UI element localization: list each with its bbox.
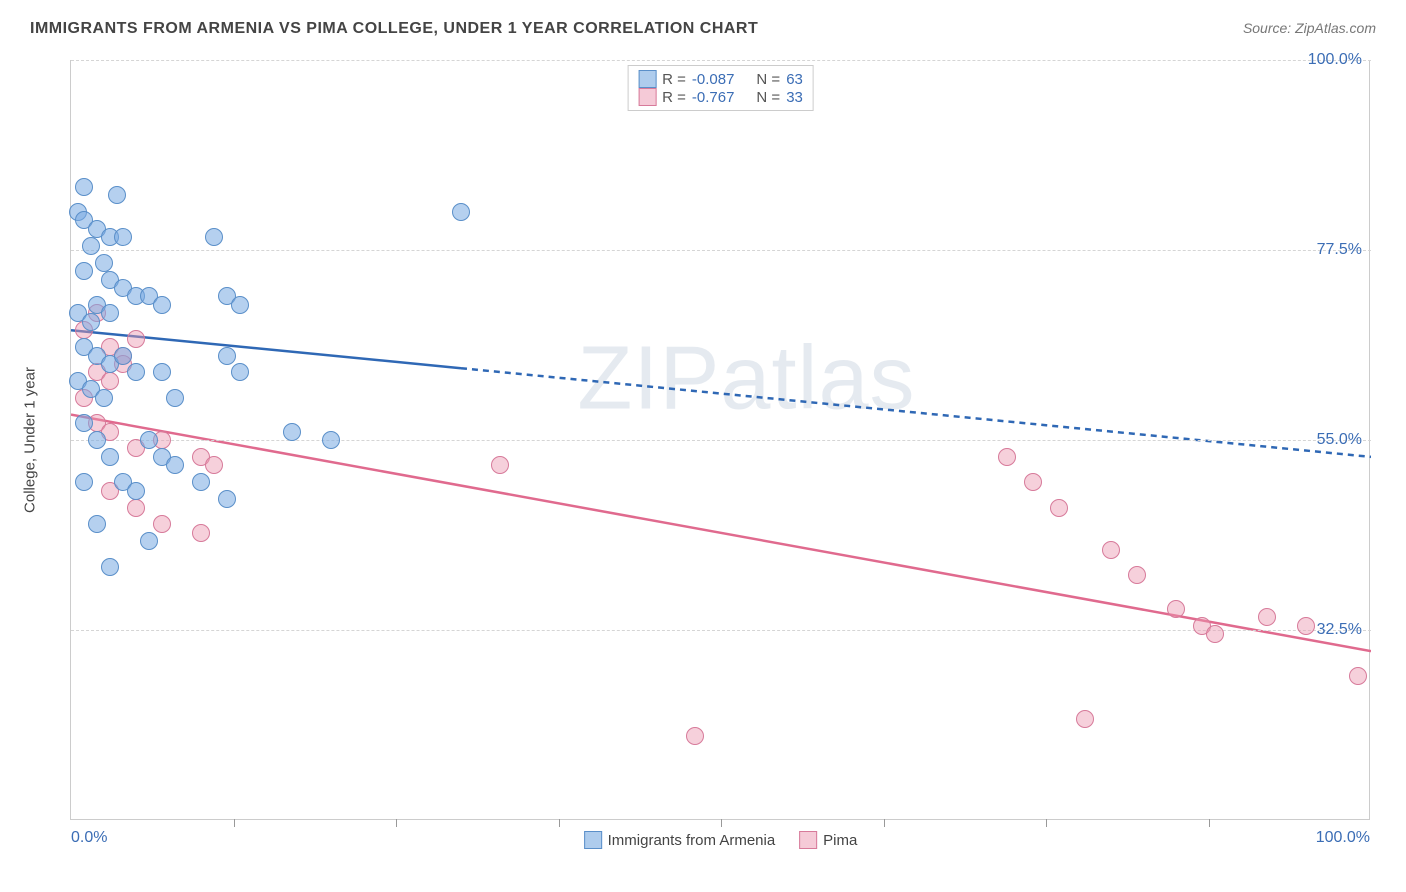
watermark: ZIPatlas — [577, 327, 915, 430]
x-tick — [396, 819, 397, 827]
legend-stats: R = -0.087 N = 63 R = -0.767 N = 33 — [627, 65, 814, 111]
scatter-point-pink — [1076, 710, 1094, 728]
x-axis-min-label: 0.0% — [71, 829, 107, 847]
scatter-point-blue — [452, 203, 470, 221]
scatter-point-pink — [101, 372, 119, 390]
legend-swatch-pink — [638, 88, 656, 106]
scatter-point-blue — [205, 228, 223, 246]
scatter-point-blue — [231, 363, 249, 381]
scatter-point-pink — [491, 456, 509, 474]
x-tick — [1209, 819, 1210, 827]
legend-swatch-blue — [584, 831, 602, 849]
x-tick — [234, 819, 235, 827]
gridline-h — [71, 630, 1371, 631]
scatter-point-blue — [166, 389, 184, 407]
scatter-point-blue — [88, 431, 106, 449]
scatter-point-pink — [1102, 541, 1120, 559]
source-name: ZipAtlas.com — [1295, 20, 1376, 36]
scatter-point-blue — [127, 363, 145, 381]
scatter-point-blue — [153, 296, 171, 314]
scatter-point-blue — [101, 304, 119, 322]
x-tick — [1046, 819, 1047, 827]
scatter-point-blue — [114, 228, 132, 246]
scatter-point-pink — [1024, 473, 1042, 491]
scatter-point-blue — [283, 423, 301, 441]
scatter-point-blue — [114, 347, 132, 365]
scatter-point-pink — [1050, 499, 1068, 517]
gridline-h — [71, 60, 1371, 61]
scatter-point-blue — [231, 296, 249, 314]
gridline-h — [71, 250, 1371, 251]
scatter-point-blue — [166, 456, 184, 474]
y-axis-title: College, Under 1 year — [22, 367, 39, 513]
y-tick-label: 55.0% — [1317, 431, 1362, 449]
legend-stats-row-blue: R = -0.087 N = 63 — [638, 70, 803, 88]
scatter-point-pink — [686, 727, 704, 745]
n-value-pink: 33 — [786, 89, 803, 106]
source-label: Source: ZipAtlas.com — [1243, 20, 1376, 36]
legend-stats-row-pink: R = -0.767 N = 33 — [638, 88, 803, 106]
legend-swatch-pink — [799, 831, 817, 849]
legend-item-blue: Immigrants from Armenia — [584, 831, 776, 849]
scatter-point-blue — [192, 473, 210, 491]
r-label: R = — [662, 89, 686, 106]
scatter-point-blue — [95, 389, 113, 407]
scatter-point-pink — [192, 524, 210, 542]
r-label: R = — [662, 71, 686, 88]
source-prefix: Source: — [1243, 20, 1295, 36]
scatter-point-blue — [153, 363, 171, 381]
watermark-thin: atlas — [720, 328, 915, 428]
y-tick-label: 100.0% — [1308, 51, 1362, 69]
legend-item-pink: Pima — [799, 831, 857, 849]
legend-swatch-blue — [638, 70, 656, 88]
scatter-point-pink — [127, 330, 145, 348]
legend-label-blue: Immigrants from Armenia — [608, 832, 776, 849]
scatter-point-blue — [140, 532, 158, 550]
r-value-blue: -0.087 — [692, 71, 735, 88]
scatter-point-blue — [108, 186, 126, 204]
y-tick-label: 77.5% — [1317, 241, 1362, 259]
watermark-bold: ZIP — [577, 328, 720, 428]
plot-region: ZIPatlas R = -0.087 N = 63 R = -0.767 — [70, 60, 1370, 820]
scatter-point-pink — [205, 456, 223, 474]
n-value-blue: 63 — [786, 71, 803, 88]
legend-label-pink: Pima — [823, 832, 857, 849]
scatter-point-pink — [1206, 625, 1224, 643]
scatter-point-blue — [218, 347, 236, 365]
x-tick — [559, 819, 560, 827]
r-value-pink: -0.767 — [692, 89, 735, 106]
scatter-point-blue — [95, 254, 113, 272]
scatter-point-blue — [82, 237, 100, 255]
x-tick — [884, 819, 885, 827]
scatter-point-pink — [1128, 566, 1146, 584]
scatter-point-blue — [101, 448, 119, 466]
scatter-point-blue — [88, 515, 106, 533]
scatter-point-pink — [127, 499, 145, 517]
scatter-point-blue — [322, 431, 340, 449]
scatter-point-pink — [1167, 600, 1185, 618]
y-tick-label: 32.5% — [1317, 621, 1362, 639]
x-tick — [721, 819, 722, 827]
scatter-point-blue — [218, 490, 236, 508]
scatter-point-pink — [153, 515, 171, 533]
scatter-point-blue — [101, 558, 119, 576]
scatter-point-blue — [75, 414, 93, 432]
n-label: N = — [756, 71, 780, 88]
scatter-point-blue — [127, 482, 145, 500]
x-axis-max-label: 100.0% — [1316, 829, 1370, 847]
scatter-point-blue — [140, 431, 158, 449]
gridline-h — [71, 440, 1371, 441]
legend-series: Immigrants from Armenia Pima — [584, 831, 858, 849]
n-label: N = — [756, 89, 780, 106]
scatter-point-pink — [1258, 608, 1276, 626]
scatter-point-blue — [82, 313, 100, 331]
scatter-point-pink — [1349, 667, 1367, 685]
scatter-point-pink — [1297, 617, 1315, 635]
chart-title: IMMIGRANTS FROM ARMENIA VS PIMA COLLEGE,… — [30, 20, 1376, 38]
scatter-point-blue — [75, 178, 93, 196]
chart-area: College, Under 1 year ZIPatlas R = -0.08… — [70, 60, 1370, 820]
scatter-point-pink — [998, 448, 1016, 466]
scatter-point-blue — [75, 262, 93, 280]
scatter-point-blue — [75, 473, 93, 491]
